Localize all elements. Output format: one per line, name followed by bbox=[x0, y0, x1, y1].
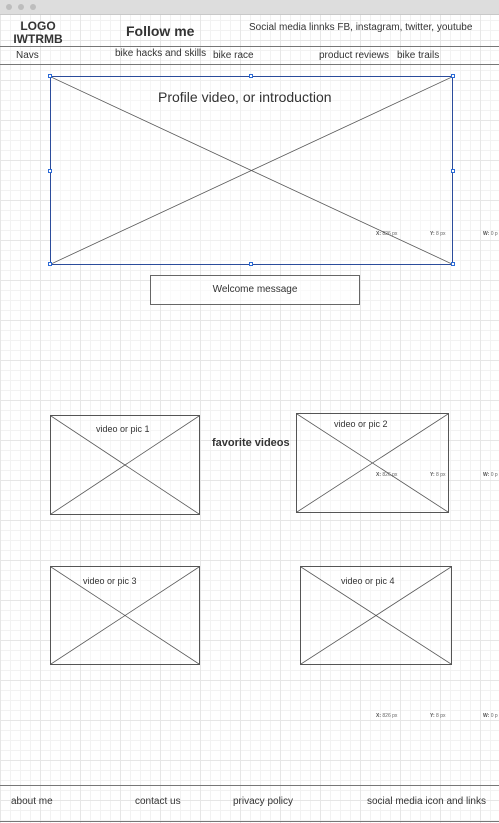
nav-item-bike-race[interactable]: bike race bbox=[213, 50, 254, 61]
maximize-window-icon[interactable] bbox=[30, 4, 36, 10]
resize-handle-right[interactable] bbox=[451, 169, 455, 173]
video-placeholder-3[interactable] bbox=[50, 566, 200, 665]
resize-handle-bottom[interactable] bbox=[249, 262, 253, 266]
coord-x-readout: X: 826 px bbox=[376, 472, 398, 478]
follow-me-heading: Follow me bbox=[126, 23, 195, 39]
profile-video-placeholder[interactable] bbox=[50, 76, 453, 265]
placeholder-cross-icon bbox=[51, 416, 199, 514]
placeholder-cross-icon bbox=[51, 567, 199, 664]
coord-y-readout: Y: 8 px bbox=[430, 231, 446, 237]
coord-x-readout: X: 826 px bbox=[376, 231, 398, 237]
logo: LOGO IWTRMB bbox=[13, 19, 63, 46]
window-titlebar bbox=[0, 0, 499, 15]
video-caption-1: video or pic 1 bbox=[96, 424, 150, 434]
video-caption-3: video or pic 3 bbox=[83, 576, 137, 586]
coord-w-readout: W: 0 p bbox=[483, 472, 498, 478]
footer-link-about-me[interactable]: about me bbox=[11, 796, 53, 807]
placeholder-cross-icon bbox=[301, 567, 451, 664]
resize-handle-left[interactable] bbox=[48, 169, 52, 173]
coord-w-readout: W: 0 p bbox=[483, 713, 498, 719]
video-caption-4: video or pic 4 bbox=[341, 576, 395, 586]
coord-x-readout: X: 826 px bbox=[376, 713, 398, 719]
footer-divider-top bbox=[0, 785, 499, 786]
resize-handle-bottom-left[interactable] bbox=[48, 262, 52, 266]
video-placeholder-4[interactable] bbox=[300, 566, 452, 665]
nav-item-product-reviews[interactable]: product reviews bbox=[319, 50, 390, 61]
close-window-icon[interactable] bbox=[6, 4, 12, 10]
welcome-message-box[interactable]: Welcome message bbox=[150, 275, 360, 305]
profile-video-caption: Profile video, or introduction bbox=[158, 89, 332, 105]
minimize-window-icon[interactable] bbox=[18, 4, 24, 10]
video-placeholder-2[interactable] bbox=[296, 413, 449, 513]
nav-item-bike-hacks[interactable]: bike hacks and skills bbox=[115, 48, 207, 59]
resize-handle-top-right[interactable] bbox=[451, 74, 455, 78]
footer-link-privacy-policy[interactable]: privacy policy bbox=[233, 796, 294, 807]
footer-link-contact-us[interactable]: contact us bbox=[135, 796, 181, 807]
coord-y-readout: Y: 8 px bbox=[430, 713, 446, 719]
footer-divider-bottom bbox=[0, 821, 499, 822]
placeholder-cross-icon bbox=[297, 414, 448, 512]
footer-link-social-media[interactable]: social media icon and links bbox=[367, 796, 486, 807]
resize-handle-top[interactable] bbox=[249, 74, 253, 78]
placeholder-cross-icon bbox=[51, 77, 452, 264]
header-divider bbox=[0, 46, 499, 47]
video-caption-2: video or pic 2 bbox=[334, 419, 388, 429]
resize-handle-top-left[interactable] bbox=[48, 74, 52, 78]
coord-w-readout: W: 0 p bbox=[483, 231, 498, 237]
nav-label: Navs bbox=[16, 50, 39, 61]
nav-item-bike-trails[interactable]: bike trails bbox=[397, 50, 440, 61]
nav-divider bbox=[0, 64, 499, 65]
favorite-videos-label: favorite videos bbox=[212, 437, 290, 449]
coord-y-readout: Y: 8 px bbox=[430, 472, 446, 478]
resize-handle-bottom-right[interactable] bbox=[451, 262, 455, 266]
social-media-links-text: Social media linnks FB, instagram, twitt… bbox=[249, 22, 473, 33]
video-placeholder-1[interactable] bbox=[50, 415, 200, 515]
